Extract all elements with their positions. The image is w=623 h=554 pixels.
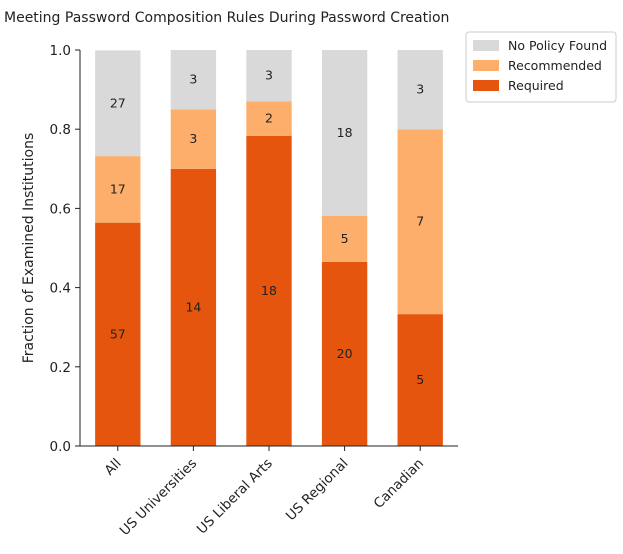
legend-swatch-recommended: [473, 60, 499, 71]
data-label-no-policy-found: 18: [337, 125, 353, 140]
legend: No Policy Found Recommended Required: [465, 31, 617, 103]
data-label-required: 5: [416, 372, 424, 387]
data-label-no-policy-found: 3: [265, 68, 273, 83]
y-tick-label: 0.2: [50, 360, 71, 376]
bar-no-policy-found-us-universities: [170, 50, 217, 110]
y-tick-label: 0.6: [50, 201, 71, 217]
legend-swatch-required: [473, 80, 499, 91]
data-label-recommended: 7: [416, 214, 424, 229]
data-label-required: 14: [185, 299, 201, 314]
y-axis: 0.0 0.2 0.4 0.6 0.8 1.0: [50, 43, 81, 455]
legend-label-no-policy-found: No Policy Found: [508, 38, 607, 53]
bar-recommended-us-universities: [170, 109, 217, 169]
legend-swatch-no-policy-found: [473, 40, 499, 51]
bar-no-policy-found-all: [95, 50, 141, 157]
x-tick-label: All: [101, 456, 124, 479]
bar-required-us-liberal-arts: [246, 135, 292, 446]
data-label-no-policy-found: 27: [110, 95, 126, 110]
data-label-recommended: 3: [189, 131, 197, 146]
y-tick-label: 0.0: [50, 439, 71, 455]
bar-recommended-us-regional: [321, 215, 368, 262]
bar-required-us-regional: [321, 261, 368, 446]
data-label-recommended: 2: [265, 111, 273, 126]
y-tick-label: 0.4: [50, 281, 71, 297]
data-label-required: 57: [110, 326, 126, 341]
data-label-no-policy-found: 3: [416, 82, 424, 97]
bar-no-policy-found-canadian: [397, 50, 443, 130]
y-tick-label: 0.8: [50, 122, 71, 138]
y-tick-label: 1.0: [50, 43, 71, 59]
x-tick-label: US Regional: [283, 456, 352, 525]
data-label-required: 20: [337, 346, 353, 361]
legend-label-required: Required: [508, 78, 564, 93]
legend-label-recommended: Recommended: [508, 58, 602, 73]
bar-recommended-canadian: [397, 129, 443, 315]
chart-title: Meeting Password Composition Rules Durin…: [4, 10, 449, 26]
x-tick-label: US Liberal Arts: [194, 456, 276, 538]
y-axis-label: Fraction of Examined Institutions: [21, 133, 37, 364]
bar-required-us-universities: [170, 168, 217, 447]
x-tick-label: US Universities: [117, 456, 200, 539]
data-label-recommended: 5: [341, 231, 349, 246]
bar-recommended-all: [95, 156, 141, 223]
x-tick-label: Canadian: [371, 456, 427, 512]
bar-required-canadian: [397, 314, 443, 446]
data-label-no-policy-found: 3: [189, 72, 197, 87]
bar-no-policy-found-us-regional: [321, 50, 368, 216]
bar-no-policy-found-us-liberal-arts: [246, 50, 292, 102]
bar-required-all: [95, 222, 141, 446]
legend-frame: [465, 31, 617, 103]
data-label-recommended: 17: [110, 181, 126, 196]
bar-recommended-us-liberal-arts: [246, 101, 292, 136]
data-label-required: 18: [261, 283, 277, 298]
